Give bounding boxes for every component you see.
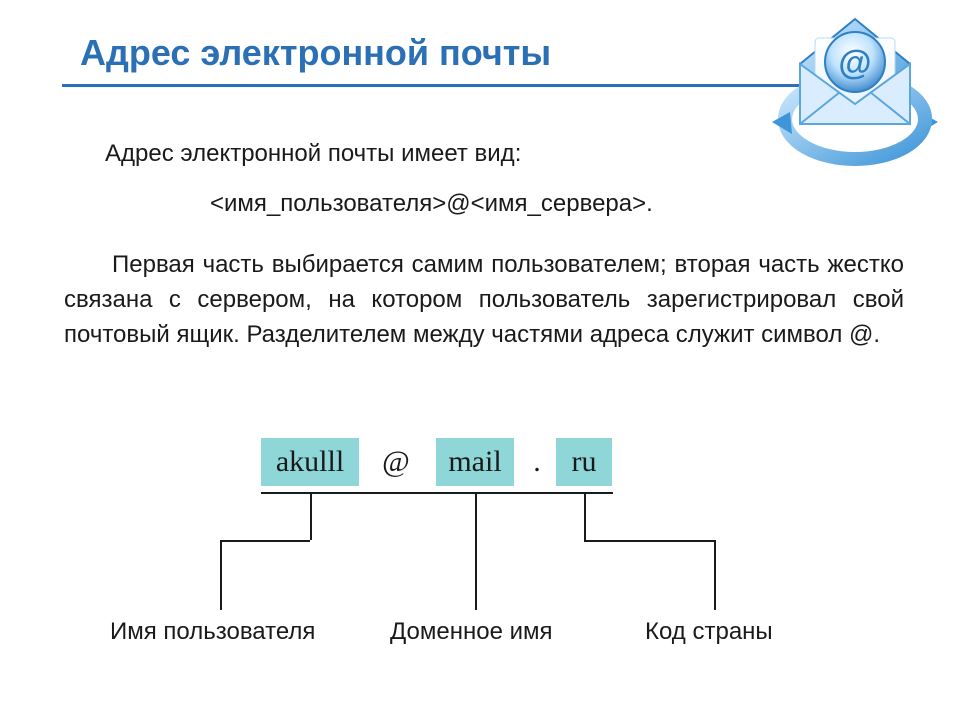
email-envelope-icon: @	[770, 4, 940, 174]
email-part-box-2: ru	[556, 438, 612, 486]
diagram-label-2: Код страны	[645, 618, 773, 646]
connector-line	[220, 540, 310, 542]
connector-line	[584, 492, 586, 540]
svg-text:@: @	[838, 44, 871, 82]
format-template: <имя_пользователя>@<имя_сервера>.	[210, 190, 653, 218]
description-paragraph: Первая часть выбирается самим пользовате…	[64, 248, 904, 352]
connector-line	[714, 540, 716, 610]
email-part-box-0: akulll	[261, 438, 359, 486]
diagram-label-0: Имя пользователя	[110, 618, 315, 646]
connector-line	[475, 492, 477, 610]
email-boxes-row: akulll mailru @.	[0, 438, 960, 486]
intro-text: Адрес электронной почты имеет вид:	[105, 140, 521, 168]
email-separator-0: @	[376, 438, 416, 486]
connector-line	[220, 540, 222, 610]
email-part-box-1: mail	[436, 438, 514, 486]
page-title: Адрес электронной почты	[80, 32, 551, 74]
diagram-label-1: Доменное имя	[390, 618, 553, 646]
connector-line	[310, 492, 312, 540]
connector-line	[584, 540, 714, 542]
connector-line	[261, 492, 613, 494]
email-parts-diagram: akulll mailru @. Имя пользователя Доменное …	[0, 438, 960, 688]
email-separator-1: .	[530, 438, 544, 486]
